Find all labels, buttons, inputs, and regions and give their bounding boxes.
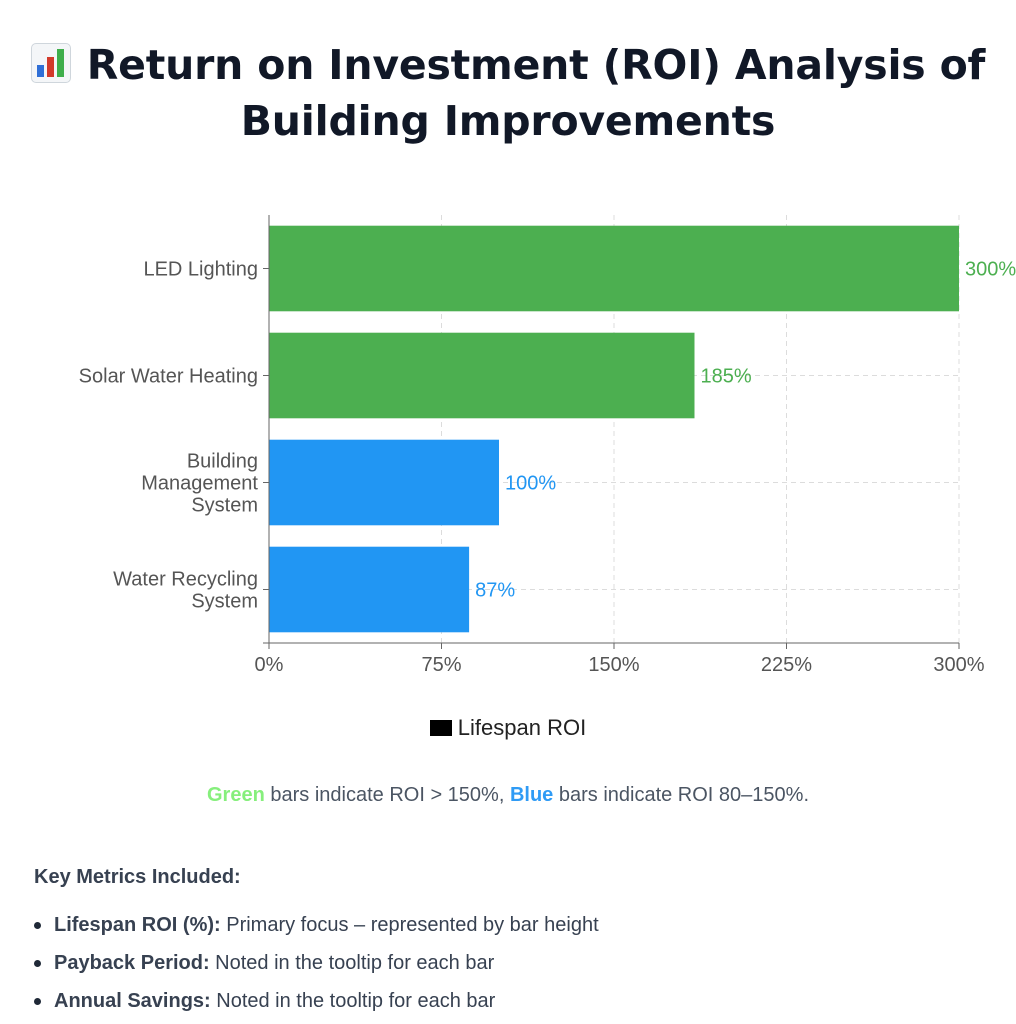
bar-chart-icon	[30, 43, 71, 84]
chart-axes: 0% 75% 150% 225% 300% LED Lighting Solar Water…	[79, 215, 985, 676]
metric-item: Lifespan ROI (%): Primary focus – repres…	[34, 906, 599, 944]
metric-term: Annual Savings:	[54, 990, 211, 1012]
note-green-word: Green	[207, 784, 265, 806]
color-note: Green bars indicate ROI > 150%, Blue bar…	[0, 784, 1016, 807]
bar	[269, 439, 499, 526]
note-text-1: bars indicate ROI > 150%,	[264, 784, 510, 806]
legend-swatch	[429, 720, 452, 736]
metrics-heading: Key Metrics Included:	[34, 866, 241, 888]
y-tick-label: LED Lighting	[143, 259, 258, 281]
x-tick-label: 225%	[761, 654, 812, 676]
data-label: 300%	[965, 259, 1016, 281]
chart-legend[interactable]: Lifespan ROI	[0, 715, 1016, 741]
y-tick-label-line: Management	[141, 473, 258, 495]
x-tick-label: 150%	[588, 654, 639, 676]
metric-item: Payback Period: Noted in the tooltip for…	[34, 944, 599, 982]
metric-desc: Noted in the tooltip for each bar	[210, 990, 496, 1012]
x-tick-label: 0%	[255, 654, 284, 676]
page-title-text: Return on Investment (ROI) Analysis of B…	[86, 41, 986, 146]
metric-item: Annual Savings: Noted in the tooltip for…	[34, 982, 599, 1020]
page-title: Return on Investment (ROI) Analysis of B…	[0, 37, 1016, 149]
note-text-2: bars indicate ROI 80–150%.	[553, 784, 809, 806]
metric-term: Payback Period:	[54, 952, 210, 974]
data-label: 87%	[475, 580, 515, 602]
y-tick-label-line: LED Lighting	[143, 259, 258, 281]
y-tick-label-line: System	[191, 591, 258, 613]
y-tick-label: Solar Water Heating	[79, 366, 258, 388]
data-label: 100%	[505, 473, 556, 495]
data-label: 185%	[701, 366, 752, 388]
note-blue-word: Blue	[509, 784, 554, 806]
bar	[269, 546, 470, 633]
x-tick-label: 75%	[421, 654, 461, 676]
metric-term: Lifespan ROI (%):	[54, 914, 221, 936]
y-tick-label-line: Water Recycling	[113, 569, 258, 591]
metric-desc: Noted in the tooltip for each bar	[209, 952, 495, 974]
metrics-list: Lifespan ROI (%): Primary focus – repres…	[34, 906, 599, 1020]
y-tick-label: Water Recycling System	[113, 569, 258, 613]
y-tick-label-line: Building	[187, 451, 258, 473]
roi-bar-chart: 0% 75% 150% 225% 300% LED Lighting Solar Water…	[79, 215, 1016, 676]
chart-bars	[269, 225, 959, 633]
legend-label: Lifespan ROI	[457, 715, 587, 740]
bar	[269, 225, 959, 312]
bar	[269, 332, 695, 419]
metric-desc: Primary focus – represented by bar heigh…	[220, 914, 599, 936]
x-tick-label: 300%	[933, 654, 984, 676]
y-tick-label-line: System	[191, 495, 258, 517]
y-tick-label-line: Solar Water Heating	[79, 366, 258, 388]
y-tick-label: Building Management System	[141, 451, 258, 517]
chart-labels: 300% 185% 100% 87%	[475, 259, 1016, 602]
